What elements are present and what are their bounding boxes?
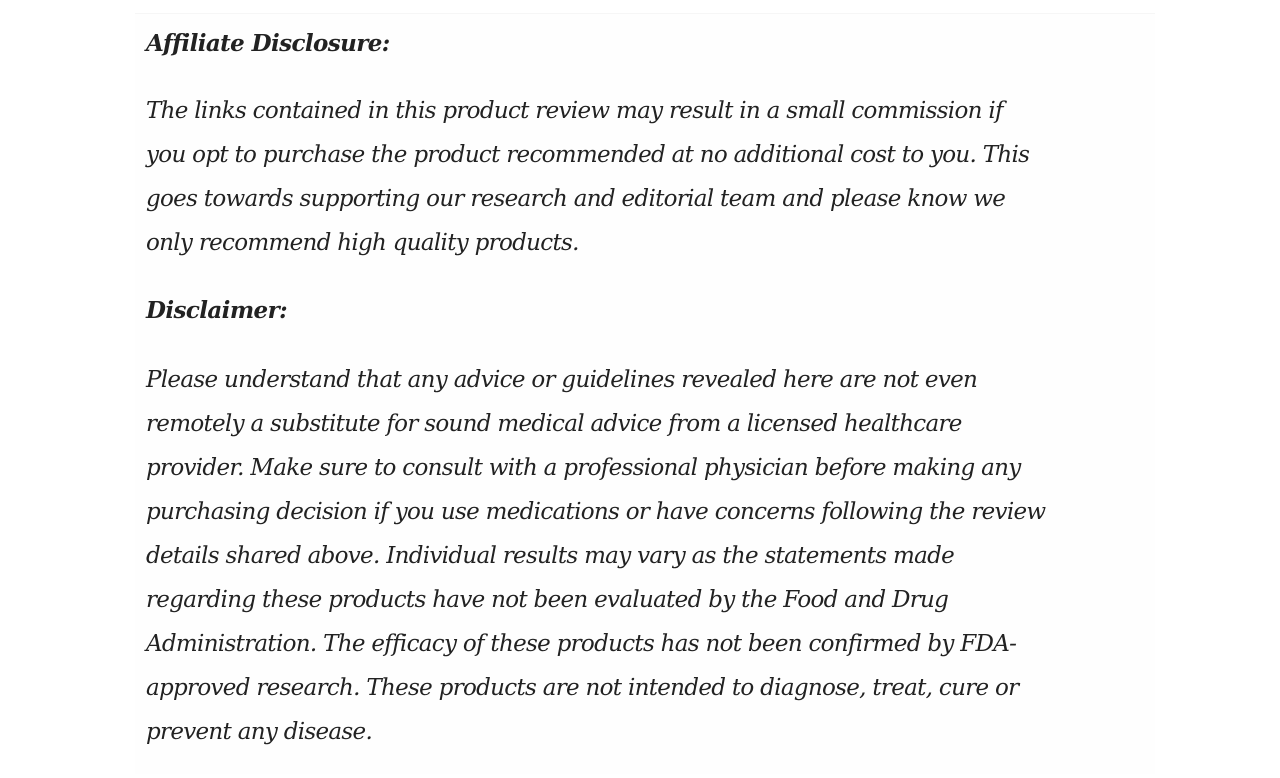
text-line: The links contained in this product revi… [146, 98, 1003, 124]
text-line: provider. Make sure to consult with a pr… [146, 455, 1021, 481]
text-line: you opt to purchase the product recommen… [146, 142, 1030, 168]
disclosure-section: Affiliate Disclosure: The links containe… [146, 22, 1166, 778]
text-line: details shared above. Individual results… [146, 543, 955, 569]
disclaimer-heading: Disclaimer: [146, 297, 288, 324]
content-panel [135, 13, 1155, 774]
affiliate-disclosure-text: The links contained in this product revi… [146, 89, 1166, 265]
text-line: Please understand that any advice or gui… [146, 367, 978, 393]
text-line: approved research. These products are no… [146, 675, 1019, 701]
text-line: only recommend high quality products. [146, 230, 579, 256]
text-line: purchasing decision if you use medicatio… [146, 499, 1046, 525]
text-line: remotely a substitute for sound medical … [146, 411, 962, 437]
text-line: regarding these products have not been e… [146, 587, 949, 613]
text-line: Administration. The efficacy of these pr… [146, 631, 1017, 657]
disclaimer-text: Please understand that any advice or gui… [146, 358, 1166, 754]
text-line: goes towards supporting our research and… [146, 186, 1006, 212]
affiliate-disclosure-heading: Affiliate Disclosure: [146, 30, 390, 57]
text-line: prevent any disease. [146, 719, 373, 745]
